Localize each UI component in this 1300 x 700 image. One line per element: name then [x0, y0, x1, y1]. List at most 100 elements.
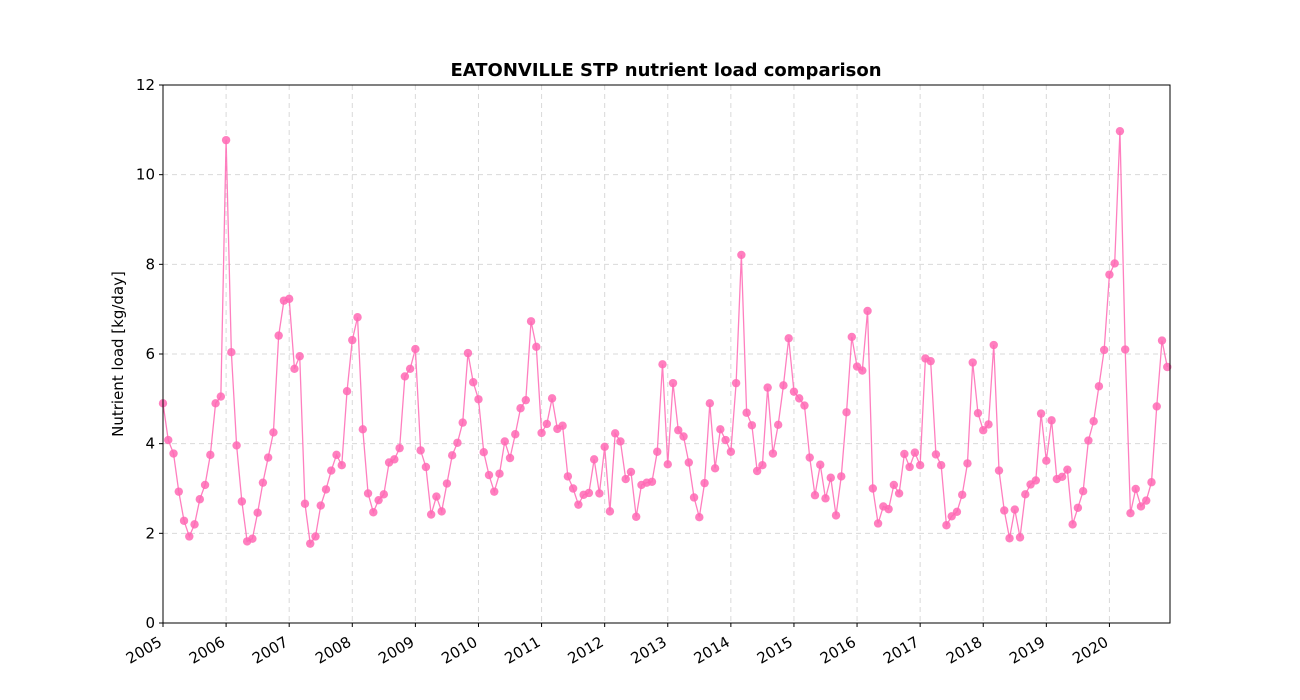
data-point: [284, 294, 294, 304]
data-point: [805, 453, 814, 462]
x-tick-label: 2016: [817, 633, 859, 668]
data-point: [458, 418, 467, 427]
data-point: [526, 317, 536, 326]
data-point: [490, 487, 499, 496]
data-point: [1157, 336, 1167, 345]
data-point: [248, 534, 257, 543]
data-point: [169, 449, 178, 458]
data-point: [390, 455, 399, 464]
data-point: [179, 516, 189, 525]
data-point: [1089, 417, 1098, 426]
data-point: [1063, 465, 1072, 474]
data-point: [1110, 259, 1119, 268]
x-tick-label: 2012: [565, 633, 607, 668]
data-point: [773, 420, 783, 430]
data-point: [816, 460, 825, 469]
data-point: [206, 450, 215, 460]
data-point: [1015, 533, 1025, 542]
x-tick-label: 2020: [1069, 633, 1111, 668]
data-point: [174, 487, 183, 496]
y-tick-label: 10: [136, 166, 155, 184]
data-point: [432, 492, 441, 501]
y-tick-label: 2: [145, 524, 155, 542]
x-tick-label: 2005: [123, 633, 165, 668]
data-point: [295, 352, 304, 361]
data-point: [321, 485, 331, 494]
data-point: [405, 364, 415, 373]
data-point: [1121, 345, 1130, 354]
data-point: [411, 344, 420, 354]
x-tick-label: 2010: [438, 633, 480, 668]
x-tick-label: 2014: [691, 633, 733, 668]
data-point: [511, 430, 520, 439]
data-point: [952, 507, 962, 517]
x-tick-label: 2011: [502, 633, 544, 668]
data-point: [1152, 402, 1161, 411]
x-tick-label: 2017: [880, 633, 922, 668]
data-point: [589, 455, 599, 464]
x-tick-label: 2007: [249, 633, 291, 668]
y-tick-label: 6: [145, 345, 155, 363]
data-point: [337, 460, 346, 470]
data-point: [1042, 456, 1051, 465]
data-point: [379, 490, 389, 499]
data-point: [1073, 503, 1083, 512]
data-point: [306, 539, 315, 548]
data-point: [658, 360, 667, 369]
data-point: [1115, 126, 1125, 136]
data-point: [695, 512, 704, 522]
x-tick-label: 2006: [186, 633, 228, 668]
data-point: [227, 348, 236, 357]
data-point: [164, 435, 173, 445]
data-point: [453, 438, 462, 447]
data-point: [1010, 505, 1019, 514]
x-tick-label: 2019: [1006, 633, 1048, 668]
data-point: [185, 532, 194, 541]
data-point: [1131, 484, 1140, 494]
data-point: [532, 342, 541, 352]
data-point: [563, 472, 573, 481]
data-point: [1036, 409, 1046, 418]
data-point: [737, 250, 746, 260]
x-tick-label: 2013: [628, 633, 670, 668]
data-point: [311, 532, 320, 541]
x-tick-label: 2015: [754, 633, 796, 668]
data-point: [900, 449, 909, 459]
data-point: [395, 443, 404, 453]
data-point: [752, 466, 762, 476]
data-point: [505, 453, 515, 463]
y-tick-label: 8: [145, 255, 155, 273]
data-point: [868, 484, 878, 493]
x-tick-label: 2008: [312, 633, 354, 668]
data-point: [800, 401, 809, 410]
data-point: [821, 494, 830, 503]
data-point: [327, 466, 336, 475]
data-point: [1057, 472, 1067, 482]
data-point: [1105, 270, 1114, 279]
data-point: [963, 459, 972, 468]
data-point: [426, 510, 436, 519]
y-tick-label: 12: [136, 76, 155, 94]
data-point: [689, 493, 699, 502]
data-point: [584, 488, 594, 498]
data-point: [873, 519, 883, 528]
data-point: [826, 473, 835, 482]
data-point: [632, 512, 641, 521]
grid-layer: [162, 85, 1170, 623]
data-point: [1021, 490, 1030, 499]
data-point: [474, 395, 483, 404]
data-point: [547, 394, 557, 403]
data-point: [1031, 476, 1041, 485]
data-point: [979, 426, 988, 435]
data-point: [300, 499, 310, 508]
data-point: [542, 419, 552, 429]
data-point: [437, 507, 446, 516]
data-point: [258, 478, 268, 487]
data-point: [700, 478, 709, 488]
data-point: [463, 348, 473, 358]
data-point: [795, 394, 804, 403]
data-point: [668, 378, 678, 388]
data-point: [789, 387, 799, 396]
data-point: [332, 450, 341, 460]
